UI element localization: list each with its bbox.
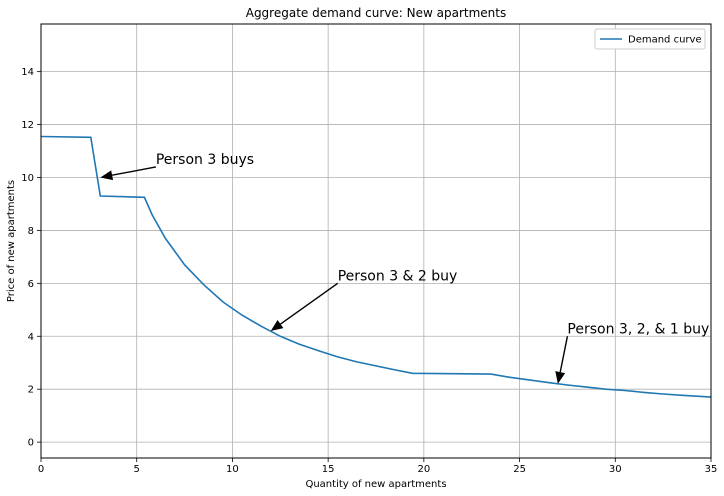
annotation-label: Person 3, 2, & 1 buy [567,321,709,337]
annotation-arrow-head [100,170,114,181]
annotation-arrow-shaft [559,336,569,373]
y-tick-label: 4 [28,332,34,343]
x-tick-label: 35 [705,464,718,475]
x-tick-label: 30 [609,464,622,475]
legend-label: Demand curve [628,35,702,46]
annotations: Person 3 buys Person 3 & 2 buy Person 3, 2… [100,152,709,384]
x-tick-label: 10 [226,464,239,475]
annotation-arrow-head [270,319,284,331]
annotation-label: Person 3 & 2 buy [338,268,458,284]
annotation: Person 3, 2, & 1 buy [555,321,709,384]
x-tick-label: 5 [134,464,140,475]
x-tick-label: 15 [322,464,335,475]
y-tick-label: 12 [21,120,34,131]
x-tick-label: 20 [417,464,430,475]
plot-frame [40,23,712,459]
grid [41,24,711,458]
legend: Demand curve [594,28,706,50]
y-tick-label: 2 [28,385,34,396]
demand-curve-line [40,135,712,398]
annotation-arrow-shaft [111,166,156,176]
annotation-label: Person 3 buys [156,152,254,168]
x-tick-label: 0 [38,464,44,475]
ticks: 0 5 10 15 20 25 30 35 0 2 4 6 8 10 12 14 [21,67,717,475]
legend-box [594,28,706,50]
y-tick-label: 8 [28,226,34,237]
y-axis-label: Price of new apartments [6,180,17,302]
y-tick-label: 6 [28,279,34,290]
y-tick-label: 0 [28,438,34,449]
chart-title: Aggregate demand curve: New apartments [246,6,507,20]
annotation-arrow-shaft [280,282,339,325]
y-tick-label: 10 [21,173,34,184]
annotation-arrow-head [555,371,566,384]
annotation: Person 3 & 2 buy [270,268,458,331]
x-tick-label: 25 [513,464,526,475]
annotation: Person 3 buys [100,152,254,181]
y-tick-label: 14 [21,67,34,78]
x-axis-label: Quantity of new apartments [305,479,446,490]
